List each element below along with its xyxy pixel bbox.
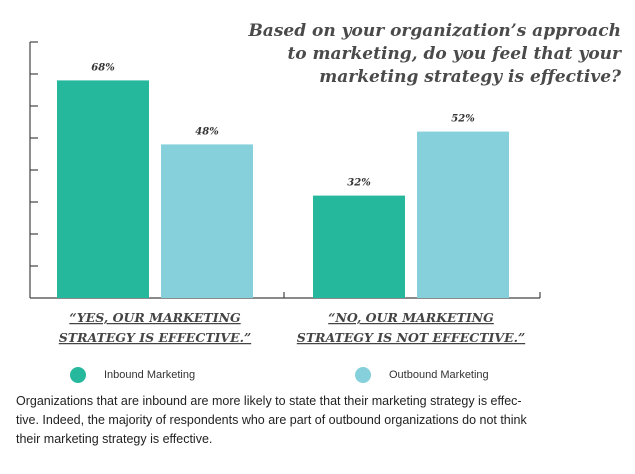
category-label: “YES, OUR MARKETING — [69, 310, 241, 325]
bar — [161, 144, 253, 298]
bar — [417, 131, 509, 298]
chart-title-line: Based on your organization’s approach — [248, 21, 621, 41]
bar — [57, 80, 149, 299]
caption-line: tive. Indeed, the majority of respondent… — [16, 413, 527, 427]
legend-swatch-inbound — [70, 367, 86, 383]
data-label: 48% — [195, 126, 219, 137]
chart-title-line: to marketing, do you feel that your — [287, 44, 621, 64]
data-label: 68% — [91, 62, 115, 73]
legend-label-inbound: Inbound Marketing — [104, 369, 196, 381]
category-label: STRATEGY IS EFFECTIVE.” — [59, 330, 251, 345]
bar — [313, 195, 405, 298]
category-label: “NO, OUR MARKETING — [328, 310, 494, 325]
legend-item-inbound: Inbound Marketing — [70, 367, 195, 383]
chart-title-line: marketing strategy is effective? — [319, 67, 621, 87]
legend-label-outbound: Outbound Marketing — [389, 369, 489, 381]
chart-title: Based on your organization’s approach to… — [241, 20, 621, 89]
legend-swatch-outbound — [355, 367, 371, 383]
caption-line: their marketing strategy is effective. — [16, 432, 213, 446]
category-label: STRATEGY IS NOT EFFECTIVE.” — [297, 330, 525, 345]
caption-line: Organizations that are inbound are more … — [16, 394, 522, 408]
caption: Organizations that are inbound are more … — [16, 392, 616, 449]
data-label: 32% — [347, 178, 371, 189]
data-label: 52% — [451, 114, 475, 125]
legend-item-outbound: Outbound Marketing — [355, 367, 489, 383]
